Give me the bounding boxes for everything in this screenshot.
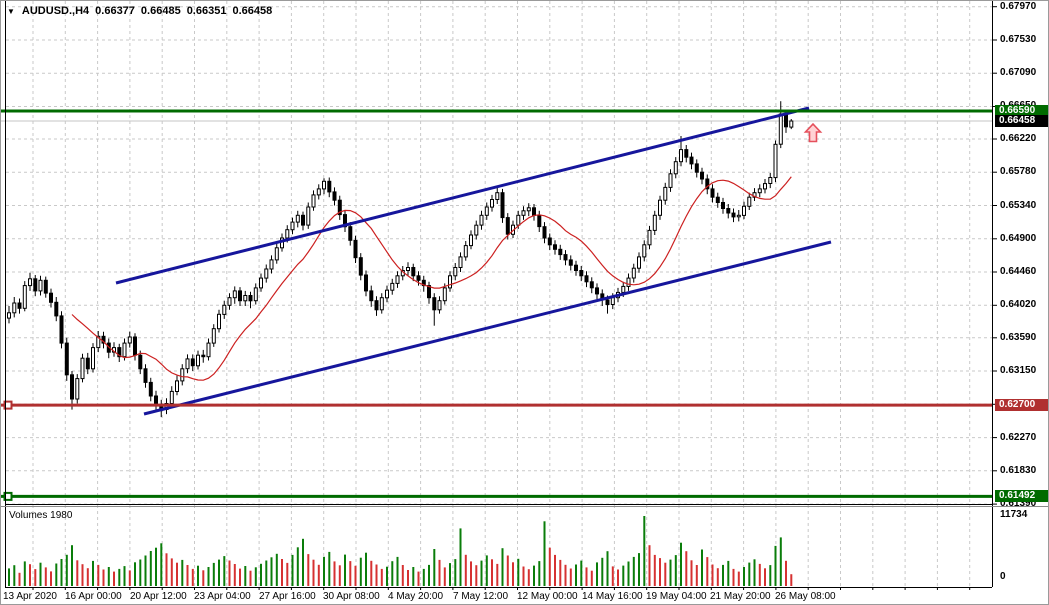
up-arrow-annotation bbox=[803, 122, 823, 143]
x-axis-label: 21 May 20:00 bbox=[710, 591, 771, 602]
symbol-timeframe-label: AUDUSD.,H4 bbox=[21, 5, 90, 17]
price-badge-support-green: 0.61492 bbox=[995, 490, 1048, 502]
price-badge-bid-price: 0.66458 bbox=[995, 115, 1048, 127]
y-axis-label: 0.62270 bbox=[1000, 432, 1037, 443]
volume-axis-min-label: 0 bbox=[1000, 571, 1006, 582]
x-axis-label: 12 May 00:00 bbox=[517, 591, 578, 602]
ohlc-high: 0.66485 bbox=[140, 5, 181, 17]
volume-axis-max-label: 11734 bbox=[1000, 509, 1028, 520]
volumes-indicator-label: Volumes 1980 bbox=[9, 510, 73, 521]
y-axis-label: 0.66220 bbox=[1000, 133, 1037, 144]
y-axis-label: 0.65340 bbox=[1000, 200, 1037, 211]
x-axis-label: 20 Apr 12:00 bbox=[130, 591, 187, 602]
chart-header: ▼ AUDUSD.,H4 0.66377 0.66485 0.66351 0.6… bbox=[7, 5, 272, 17]
y-axis-label: 0.64900 bbox=[1000, 233, 1037, 244]
y-axis-label: 0.67970 bbox=[1000, 1, 1037, 12]
y-axis-label: 0.67530 bbox=[1000, 34, 1037, 45]
x-axis-label: 13 Apr 2020 bbox=[3, 591, 57, 602]
x-axis-label: 27 Apr 16:00 bbox=[259, 591, 316, 602]
y-axis-label: 0.67090 bbox=[1000, 67, 1037, 78]
price-badge-resistance-upper: 0.66590 bbox=[995, 105, 1048, 117]
y-axis-label: 0.61830 bbox=[1000, 465, 1037, 476]
x-axis-label: 30 Apr 08:00 bbox=[323, 591, 380, 602]
x-axis-label: 19 May 04:00 bbox=[646, 591, 707, 602]
y-axis-label: 0.63150 bbox=[1000, 365, 1037, 376]
y-axis-label: 0.64020 bbox=[1000, 299, 1037, 310]
x-axis-label: 23 Apr 04:00 bbox=[194, 591, 251, 602]
x-axis-label: 14 May 16:00 bbox=[582, 591, 643, 602]
y-axis-label: 0.64460 bbox=[1000, 266, 1037, 277]
x-axis-label: 16 Apr 00:00 bbox=[65, 591, 122, 602]
x-axis-label: 7 May 12:00 bbox=[453, 591, 509, 602]
price-badge-support-red: 0.62700 bbox=[995, 399, 1048, 411]
symbol-dropdown-icon[interactable]: ▼ bbox=[7, 6, 15, 16]
ohlc-open: 0.66377 bbox=[95, 5, 135, 17]
ohlc-low: 0.66351 bbox=[186, 5, 227, 17]
ohlc-close: 0.66458 bbox=[232, 5, 273, 17]
x-axis-label: 4 May 20:00 bbox=[388, 591, 444, 602]
y-axis-label: 0.65780 bbox=[1000, 166, 1037, 177]
x-axis-label: 26 May 08:00 bbox=[775, 591, 836, 602]
y-axis-label: 0.63590 bbox=[1000, 332, 1037, 343]
y-axis-label: 0.61390 bbox=[1000, 498, 1037, 509]
